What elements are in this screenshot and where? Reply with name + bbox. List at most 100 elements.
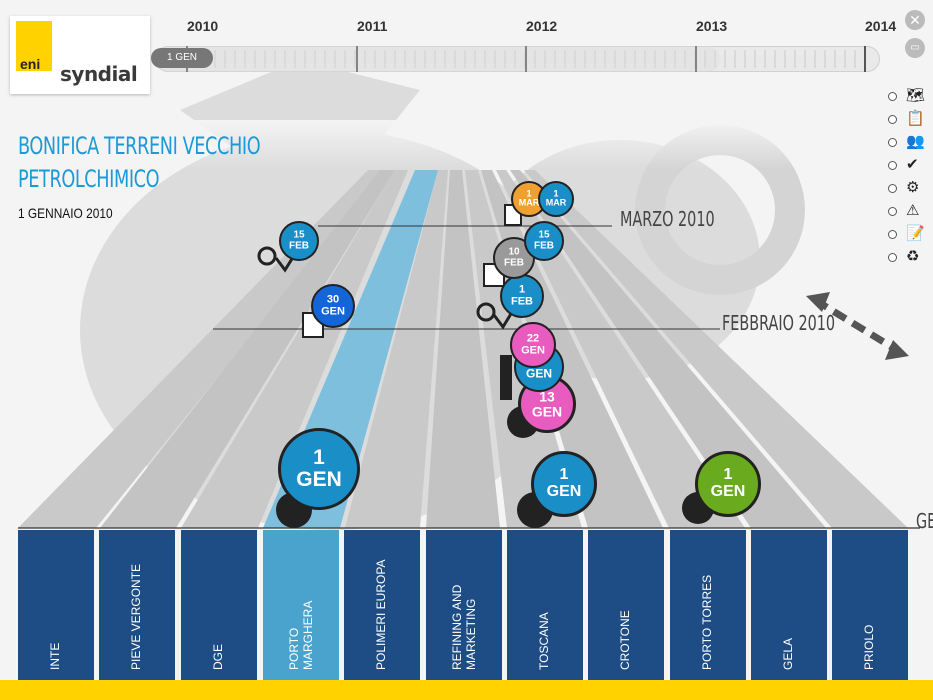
site-column[interactable]: PORTO TORRES (670, 530, 746, 680)
pin-day: 1 (526, 188, 532, 199)
filter-toggle[interactable]: ⚠ (888, 201, 928, 221)
radio-dot[interactable] (888, 207, 897, 216)
pin-month: FEB (504, 257, 524, 268)
event-pin[interactable]: 10 FEB (493, 237, 535, 279)
pin-month: GEN (321, 305, 345, 317)
window-button[interactable]: ▭ (905, 38, 925, 58)
site-column-label: TOSCANA (537, 612, 551, 670)
pin-day: 15 (293, 229, 305, 241)
pin-month: GEN (710, 483, 746, 500)
clipboard-icon: 📋 (906, 110, 925, 127)
timeline-slider[interactable] (155, 46, 880, 72)
filter-toggle[interactable]: ♻ (888, 247, 928, 267)
title-line: BONIFICA TERRENI VECCHIO (18, 132, 261, 160)
filter-toggle[interactable]: 📋 (888, 109, 928, 129)
current-date: 1 GENNAIO 2010 (18, 205, 113, 221)
filter-toggle[interactable]: ✔ (888, 155, 928, 175)
pin-day: 1 (313, 445, 325, 469)
radio-dot[interactable] (888, 184, 897, 193)
year-label[interactable]: 2012 (526, 18, 558, 34)
event-pin[interactable]: 15 FEB (279, 221, 319, 261)
pin-day: 15 (538, 229, 550, 241)
event-pin[interactable]: 1 FEB (500, 274, 544, 318)
band-february: FEBBRAIO 2010 (722, 311, 836, 335)
site-column[interactable]: POLIMERI EUROPA (344, 530, 420, 680)
site-column-label: CROTONE (618, 610, 632, 670)
gear-check-icon: ⚙ (906, 179, 920, 196)
radio-dot[interactable] (888, 230, 897, 239)
site-column[interactable]: CROTONE (588, 530, 664, 680)
radio-dot[interactable] (888, 138, 897, 147)
pin-month: FEB (511, 295, 533, 307)
year-label[interactable]: 2011 (357, 18, 388, 34)
site-column-label: POLIMERI EUROPA (374, 559, 388, 670)
pin-day: 1 (518, 283, 526, 296)
syndial-wordmark: syndial (60, 62, 138, 86)
radio-dot[interactable] (888, 92, 897, 101)
event-pin[interactable]: 1 MAR (538, 181, 574, 217)
warning-icon: ⚠ (906, 202, 920, 219)
radio-dot[interactable] (888, 161, 897, 170)
page-title: BONIFICA TERRENI VECCHIO PETROLCHIMICO (18, 130, 261, 196)
filter-toggle[interactable]: 🗺 (888, 86, 928, 106)
close-button[interactable]: ✕ (905, 10, 925, 30)
six-legged-dog-icon (16, 21, 52, 71)
event-pin[interactable]: 1 GEN (278, 428, 360, 510)
pin-month: MAR (518, 198, 540, 208)
radio-dot[interactable] (888, 253, 897, 262)
year-label[interactable]: 2013 (696, 18, 728, 34)
site-column-label: MARGHERA (301, 600, 315, 670)
site-column-label: PORTO (287, 627, 301, 670)
site-column[interactable]: INTE (18, 530, 94, 680)
site-column[interactable]: REFINING AND MARKETING (426, 530, 502, 680)
pin-month: GEN (531, 403, 563, 419)
filter-toggle[interactable]: 📝 (888, 224, 928, 244)
timeline-ticks (155, 46, 866, 72)
site-column[interactable]: PORTO MARGHERA (263, 530, 339, 680)
title-line: PETROLCHIMICO (18, 165, 160, 193)
timeline-handle[interactable]: 1 GEN (151, 48, 213, 68)
document-edit-icon: 📝 (906, 225, 925, 242)
pin-day: 1 (553, 188, 559, 199)
pin-month: GEN (546, 483, 582, 500)
filter-toggle[interactable]: ⚙ (888, 178, 928, 198)
site-column-label: DGE (211, 643, 225, 670)
eni-wordmark: eni (20, 56, 41, 72)
site-column[interactable]: DGE (181, 530, 257, 680)
site-column[interactable]: PRIOLO (832, 530, 908, 680)
drag-hint-arrow[interactable] (813, 297, 902, 355)
pin-month: GEN (296, 468, 342, 491)
event-pin[interactable]: 30 GEN (311, 284, 355, 328)
year-label[interactable]: 2014 (865, 18, 897, 34)
arrow-head-up-icon (806, 292, 830, 312)
worker-check-icon: ✔ (906, 156, 919, 173)
site-column-label: REFINING AND (450, 584, 464, 670)
site-column[interactable]: TOSCANA (507, 530, 583, 680)
map-icon: 🗺 (906, 87, 926, 104)
band-january: GE (916, 509, 933, 533)
site-column-label: INTE (48, 642, 62, 670)
footer-bar (0, 680, 933, 700)
event-pin[interactable]: 1 GEN (531, 451, 597, 517)
band-march: MARZO 2010 (620, 207, 715, 231)
year-label[interactable]: 2010 (187, 18, 219, 34)
pin-month: FEB (289, 240, 309, 251)
eni-syndial-logo: eni syndial (10, 16, 150, 94)
arrow-head-down-icon (885, 340, 909, 360)
site-column-label: MARKETING (464, 598, 478, 670)
pin-month: GEN (525, 366, 552, 380)
site-column[interactable]: GELA (751, 530, 827, 680)
pin-day: 10 (508, 246, 520, 258)
event-pin[interactable]: 1 GEN (695, 451, 761, 517)
site-column-label: PIEVE VERGONTE (129, 563, 143, 670)
site-column-label: PORTO TORRES (700, 574, 714, 670)
recycle-icon: ♻ (906, 248, 920, 265)
event-pin[interactable]: 22 GEN (510, 322, 556, 368)
pin-month: MAR (545, 198, 567, 208)
pin-day: 30 (326, 293, 340, 306)
radio-dot[interactable] (888, 115, 897, 124)
event-pin[interactable]: 15 FEB (524, 221, 564, 261)
filter-toggle[interactable]: 👥 (888, 132, 928, 152)
site-column[interactable]: PIEVE VERGONTE (99, 530, 175, 680)
pin-day: 13 (539, 388, 555, 405)
